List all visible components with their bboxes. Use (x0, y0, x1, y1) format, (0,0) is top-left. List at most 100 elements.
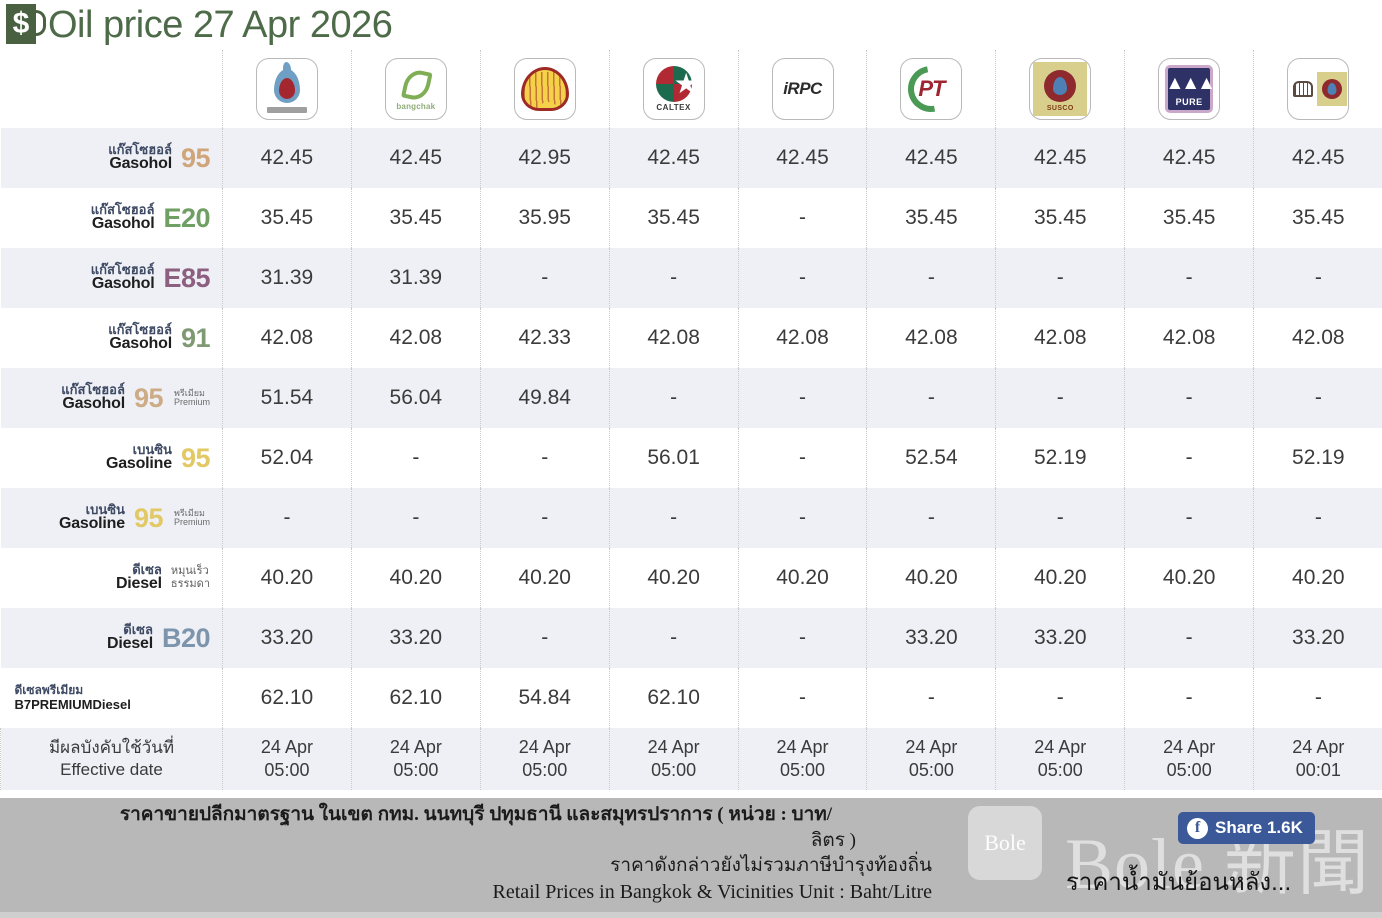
price-cell: 40.20 (1253, 548, 1382, 608)
price-cell: - (995, 668, 1125, 728)
price-cell: 42.45 (737, 128, 867, 188)
price-cell: 49.84 (479, 368, 610, 428)
fuel-name-th: เบนซิน (132, 441, 172, 457)
price-cell: - (1253, 368, 1382, 428)
effective-time: 05:00 (522, 760, 568, 780)
price-cell: 54.84 (479, 668, 610, 728)
price-cell: - (995, 248, 1125, 308)
table-row: แก๊สโซฮอล์ Gasohol 95 พรีเมียม Premium 5… (0, 368, 1382, 428)
caltex-wordmark: CALTEX (656, 103, 691, 112)
footer-note-line-1: ราคาขายปลีกมาตรฐาน ในเขต กทม. นนทบุรี ปท… (119, 804, 833, 825)
price-cell: 56.01 (608, 428, 739, 488)
row-label-gasohol-e85: แก๊สโซฮอล์ Gasohol E85 (0, 248, 223, 308)
row-label-diesel-b20: ดีเซล Diesel B20 (0, 608, 223, 668)
effective-date: 24 Apr (647, 736, 700, 757)
ptt-logo-icon (255, 58, 318, 120)
effective-date-cell: 24 Apr 05:00 (350, 728, 481, 790)
effective-time: 05:00 (651, 760, 697, 780)
effective-date: 24 Apr (260, 736, 313, 757)
brand-header-bangchak[interactable]: bangchak (350, 50, 481, 128)
price-cell: - (737, 488, 867, 548)
price-cell: 33.20 (222, 608, 352, 668)
facebook-share-button[interactable]: f Share 1.6K (1178, 812, 1315, 844)
price-cell: 52.19 (1253, 428, 1382, 488)
brand-header-ptt[interactable] (222, 50, 352, 128)
footer-note-line-2: ลิตร ) (810, 829, 856, 851)
price-cell: 42.45 (222, 128, 352, 188)
susco-wordmark: SUSCO (1046, 105, 1074, 112)
irpc-wordmark: iRPC (783, 79, 822, 98)
price-cell: - (1253, 488, 1382, 548)
price-cell: - (479, 608, 610, 668)
table-corner-cell (0, 50, 223, 128)
price-cell: 40.20 (1124, 548, 1254, 608)
price-cell: - (608, 608, 739, 668)
oil-price-table: bangchak ★ CALTEX iRPC (0, 50, 1382, 790)
table-row: เบนซิน Gasoline 95 52.04 - - 56.01 - 52.… (0, 428, 1382, 488)
effective-date: 24 Apr (1034, 736, 1087, 757)
brand-header-pt[interactable]: PT (866, 50, 996, 128)
fuel-name-en: Diesel (115, 575, 162, 593)
pure-logo-icon: ▲▲▲ PURE (1158, 58, 1221, 120)
price-cell: - (737, 608, 867, 668)
price-cell: 42.08 (1253, 308, 1382, 368)
price-cell: 31.39 (350, 248, 481, 308)
price-cell: - (1124, 668, 1254, 728)
price-cell: 35.45 (995, 188, 1125, 248)
price-cell: - (1124, 488, 1254, 548)
price-cell: 42.08 (1124, 308, 1254, 368)
effective-date: 24 Apr (389, 736, 442, 757)
brand-header-caltex[interactable]: ★ CALTEX (608, 50, 739, 128)
brand-header-susco[interactable]: SUSCO (995, 50, 1125, 128)
price-cell: - (479, 428, 610, 488)
fuel-name-th: ดีเซล (123, 621, 153, 637)
fuel-name-th: แก๊สโซฮอล์ (90, 201, 155, 217)
bangchak-logo-icon: bangchak (384, 58, 447, 120)
brand-header-shell[interactable] (479, 50, 610, 128)
fuel-grade: 91 (180, 322, 211, 353)
effective-date-cell: 24 Apr 05:00 (608, 728, 739, 790)
brand-header-combo[interactable] (1253, 50, 1382, 128)
price-cell: 40.20 (866, 548, 996, 608)
brand-header-irpc[interactable]: iRPC (737, 50, 867, 128)
diesel-sub-line1: หมุนเร็ว (170, 565, 209, 578)
effective-date-cell: 24 Apr 05:00 (479, 728, 610, 790)
fuel-name-th: เบนซิน (85, 501, 125, 517)
effective-date: 24 Apr (518, 736, 571, 757)
table-row: ดีเซล Diesel หมุนเร็ว ธรรมดา 40.20 40.20… (0, 548, 1382, 608)
price-cell: - (350, 488, 481, 548)
row-label-gasohol-95-premium: แก๊สโซฮอล์ Gasohol 95 พรีเมียม Premium (0, 368, 223, 428)
fuel-name-th: แก๊สโซฮอล์ (108, 141, 172, 157)
facebook-icon: f (1187, 817, 1208, 839)
fuel-name-th: แก๊สโซฮอล์ (108, 321, 172, 337)
premium-tag: พรีเมียม Premium (173, 507, 210, 528)
effective-date: 24 Apr (1163, 736, 1216, 757)
row-label-diesel: ดีเซล Diesel หมุนเร็ว ธรรมดา (0, 548, 223, 608)
fuel-grade: E20 (163, 202, 210, 233)
premium-th: พรีเมียม (173, 507, 205, 518)
price-cell: 40.20 (737, 548, 867, 608)
price-cell: - (866, 668, 996, 728)
effective-date-cell: 24 Apr 05:00 (737, 728, 867, 790)
price-cell: 42.33 (479, 308, 610, 368)
effective-time: 05:00 (908, 760, 954, 780)
price-cell: 42.08 (866, 308, 996, 368)
effective-date-row: มีผลบังคับใช้วันที่ Effective date 24 Ap… (0, 728, 1382, 790)
effective-date-cell: 24 Apr 05:00 (866, 728, 996, 790)
price-cell: 42.45 (1253, 128, 1382, 188)
price-cell: 42.08 (608, 308, 739, 368)
effective-time: 05:00 (1166, 760, 1212, 780)
brand-header-pure[interactable]: ▲▲▲ PURE (1124, 50, 1254, 128)
price-cell: 42.08 (222, 308, 352, 368)
price-cell: - (866, 248, 996, 308)
price-history-link[interactable]: ราคาน้ำมันย้อนหลัง... (1066, 869, 1292, 896)
price-cell: - (479, 488, 610, 548)
price-cell: 35.95 (479, 188, 610, 248)
effective-time: 00:01 (1295, 760, 1341, 780)
row-label-gasohol-91: แก๊สโซฮอล์ Gasohol 91 (0, 308, 223, 368)
fuel-name-en: Gasohol (91, 215, 155, 233)
effective-date-cell: 24 Apr 00:01 (1253, 728, 1382, 790)
price-cell: - (1253, 668, 1382, 728)
fuel-grade: E85 (163, 262, 210, 293)
table-row: ดีเซลพรีเมียม B7PREMIUMDiesel 62.10 62.1… (0, 668, 1382, 728)
